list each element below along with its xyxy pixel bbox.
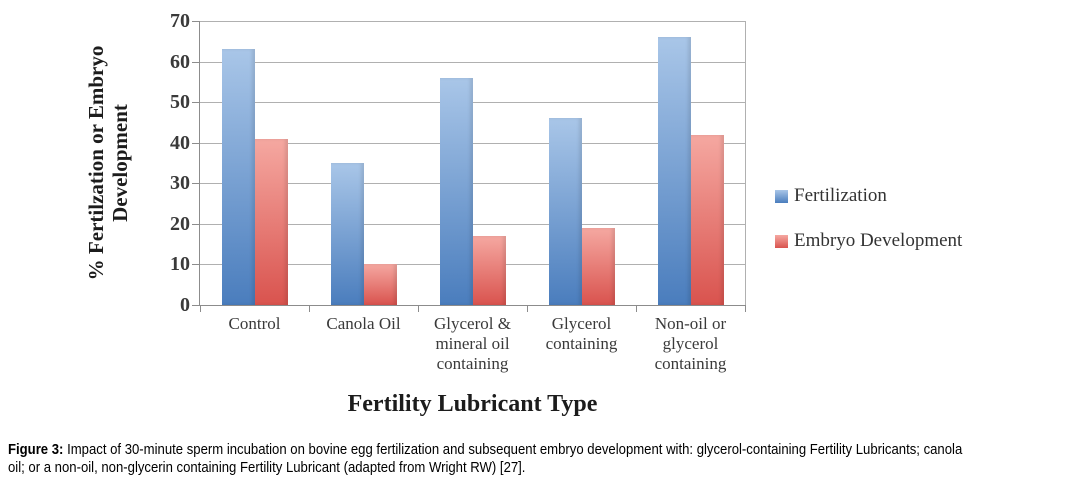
gridline	[200, 62, 745, 63]
plot-right-border	[745, 21, 746, 305]
bar-embryo-development	[691, 135, 724, 305]
y-tick-label: 10	[170, 253, 190, 275]
y-tick-label: 70	[170, 10, 190, 32]
x-category-label: Canola Oil	[326, 314, 401, 333]
y-axis-title: % Fertilzation or Embryo Development	[84, 45, 132, 281]
bar-embryo-development	[582, 228, 615, 305]
y-axis-tick	[192, 21, 200, 22]
legend-item-fertilization: Fertilization	[775, 184, 962, 208]
bar-embryo-development	[255, 139, 288, 305]
x-axis-tick	[309, 306, 310, 312]
bar-fertilization	[549, 118, 582, 305]
fertilization-swatch-icon	[775, 189, 788, 203]
y-tick-label: 0	[180, 294, 190, 316]
x-axis-tick	[745, 306, 746, 312]
caption-line2: oil; or a non-oil, non-glycerin containi…	[8, 459, 526, 476]
x-axis-line	[199, 305, 746, 306]
chart-legend: Fertilization Embryo Development	[775, 184, 962, 274]
y-axis-tick	[192, 224, 200, 225]
bar-embryo-development	[473, 236, 506, 305]
y-tick-label: 40	[170, 132, 190, 154]
legend-label-fertilization: Fertilization	[794, 185, 887, 206]
y-axis-tick	[192, 183, 200, 184]
x-category-label: Non-oil or glycerol containing	[654, 314, 727, 373]
x-category-label: Control	[228, 314, 281, 333]
y-tick-label: 20	[170, 213, 190, 235]
legend-label-embryo-development: Embryo Development	[794, 230, 963, 251]
caption-figure-number: Figure 3:	[8, 441, 64, 458]
y-axis-line	[199, 21, 200, 306]
x-category-label: Glycerol containing	[545, 314, 618, 353]
y-axis-tick	[192, 305, 200, 306]
legend-item-embryo-development: Embryo Development	[775, 229, 962, 253]
bar-fertilization	[440, 78, 473, 305]
bar-fertilization	[331, 163, 364, 305]
y-axis-tick	[192, 264, 200, 265]
bar-embryo-development	[364, 264, 397, 305]
y-axis-tick	[192, 143, 200, 144]
y-axis-tick	[192, 62, 200, 63]
x-axis-tick	[636, 306, 637, 312]
y-tick-label: 60	[170, 51, 190, 73]
x-axis-tick	[418, 306, 419, 312]
figure-caption: Figure 3: Impact of 30-minute sperm incu…	[8, 441, 1088, 477]
y-tick-label: 30	[170, 172, 190, 194]
bar-fertilization	[658, 37, 691, 305]
y-axis-tick	[192, 102, 200, 103]
bar-fertilization	[222, 49, 255, 305]
x-axis-title: Fertility Lubricant Type	[347, 391, 598, 417]
embryo-development-swatch-icon	[775, 234, 788, 248]
caption-line1: Impact of 30-minute sperm incubation on …	[63, 441, 963, 458]
gridline	[200, 21, 745, 22]
y-tick-label: 50	[170, 91, 190, 113]
bar-chart: % Fertilzation or Embryo Development Fer…	[84, 10, 962, 417]
x-axis-tick	[527, 306, 528, 312]
x-category-label: Glycerol & mineral oil containing	[434, 314, 511, 373]
x-axis-tick	[200, 306, 201, 312]
